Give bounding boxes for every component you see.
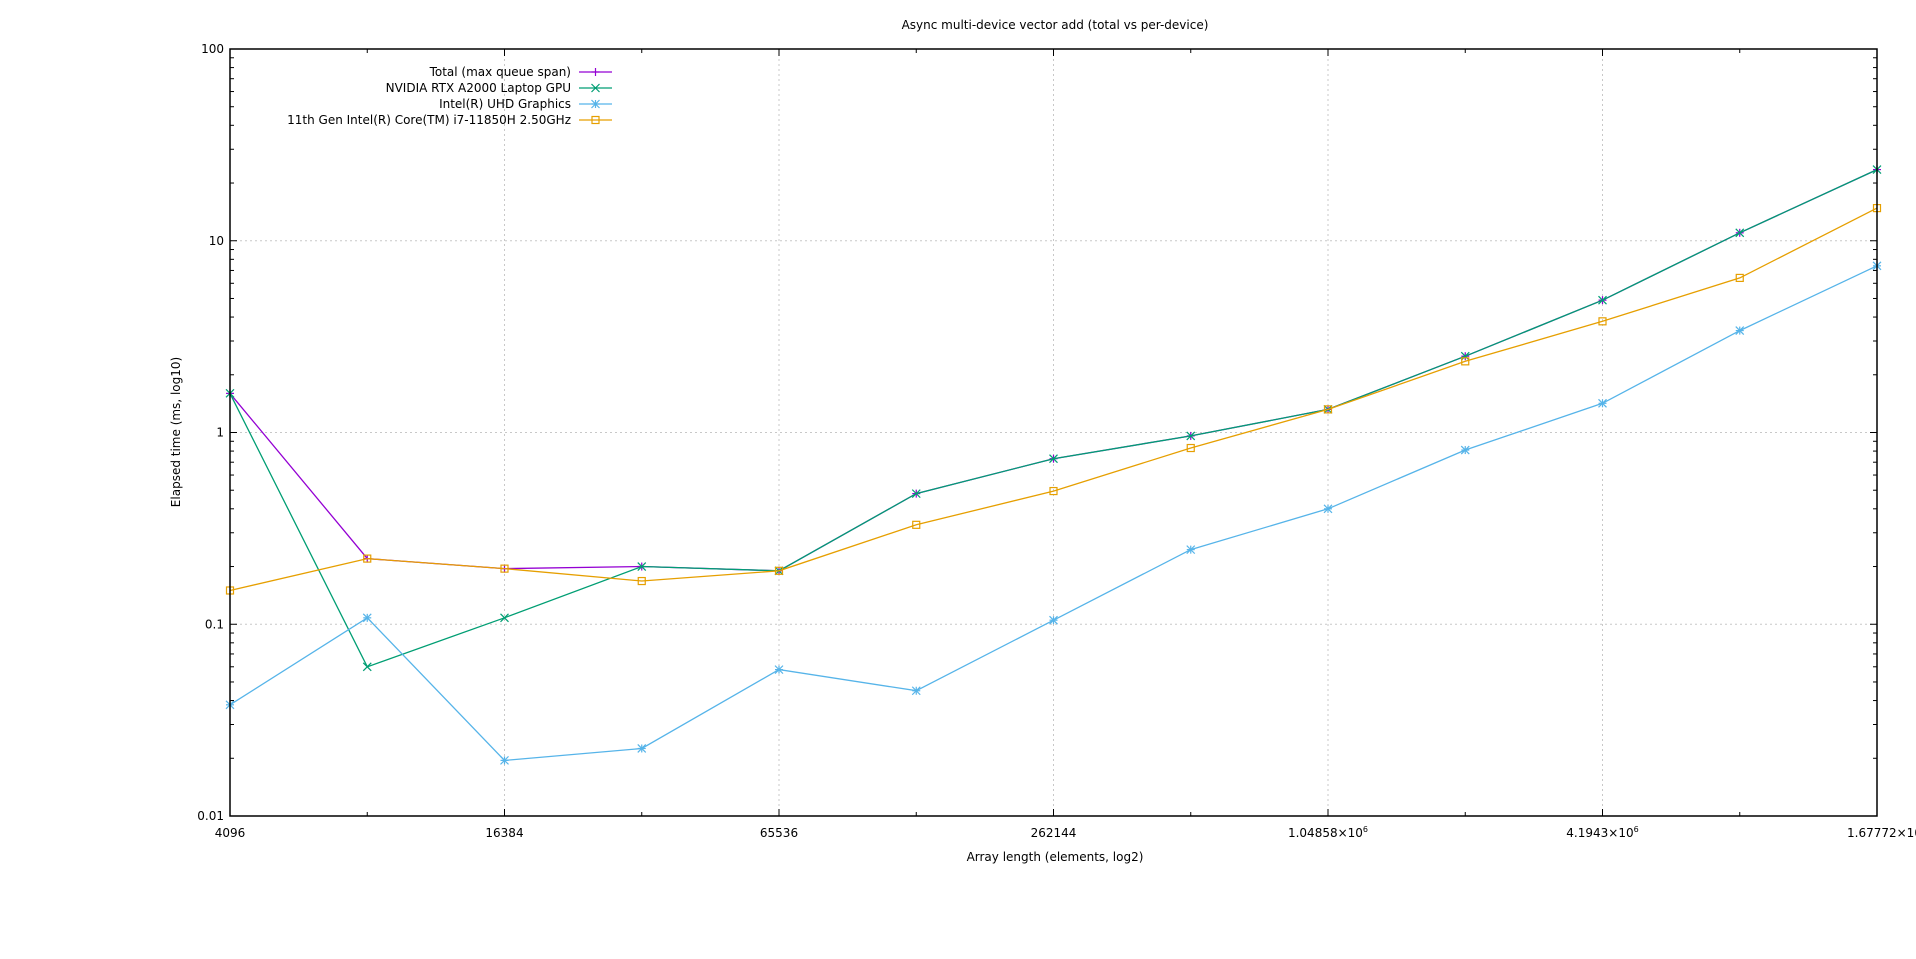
y-tick-label: 1: [216, 426, 224, 440]
data-point: [774, 566, 784, 575]
data-point: [1323, 405, 1333, 414]
chart-title: Async multi-device vector add (total vs …: [902, 18, 1209, 32]
x-tick-label: 16384: [485, 826, 523, 840]
y-tick-label: 0.01: [197, 809, 224, 823]
data-point: [774, 665, 784, 675]
series-line: [229, 207, 1878, 592]
data-point: [1186, 443, 1195, 453]
data-point: [362, 613, 372, 623]
data-point: [1049, 486, 1058, 496]
data-point: [1598, 398, 1607, 408]
data-point: [591, 115, 600, 125]
y-tick-label: 10: [209, 234, 224, 248]
legend-label: Total (max queue span): [429, 65, 571, 79]
data-point: [1186, 431, 1196, 441]
data-point: [637, 562, 647, 571]
data-point: [591, 99, 600, 109]
data-point: [911, 489, 921, 499]
data-point: [1186, 545, 1196, 555]
data-point: [1460, 445, 1470, 455]
data-point: [1049, 454, 1058, 464]
data-point: [1598, 295, 1607, 305]
data-point: [911, 686, 921, 696]
legend-label: 11th Gen Intel(R) Core(TM) i7-11850H 2.5…: [287, 113, 571, 127]
x-tick-label: 1.67772×107: [1847, 825, 1916, 840]
legend: Total (max queue span) NVIDIA RTX A2000 L…: [287, 65, 612, 127]
data-point: [1735, 228, 1745, 238]
data-point: [500, 564, 509, 573]
data-point: [912, 520, 921, 529]
data-point: [362, 662, 372, 672]
data-point: [1735, 273, 1744, 283]
y-tick-label: 0.1: [205, 617, 224, 631]
x-axis-label: Array length (elements, log2): [967, 850, 1144, 864]
x-tick-label: 4096: [215, 826, 246, 840]
data-point: [363, 554, 372, 563]
data-point: [1735, 326, 1745, 336]
x-tick-label: 4.1943×106: [1566, 825, 1638, 840]
data-point: [1049, 615, 1058, 625]
y-tick-label: 100: [201, 42, 224, 56]
data-point: [1461, 357, 1470, 366]
x-tick-label: 65536: [760, 826, 798, 840]
data-point: [591, 68, 600, 76]
data-point: [591, 83, 600, 93]
x-tick-label: 262144: [1031, 826, 1077, 840]
data-point: [637, 576, 646, 586]
data-point: [500, 755, 509, 765]
x-tick-label: 1.04858×106: [1288, 825, 1368, 840]
legend-label: NVIDIA RTX A2000 Laptop GPU: [386, 81, 571, 95]
data-point: [637, 744, 647, 753]
data-point: [1323, 504, 1333, 514]
plot-series: [225, 165, 1882, 765]
y-axis-label: Elapsed time (ms, log10): [169, 357, 183, 507]
axis-ticks: 4096 16384 65536 262144 1.04858×106 4.1943×10…: [197, 42, 1916, 840]
grid-lines: [230, 49, 1877, 816]
data-point: [500, 613, 509, 623]
legend-label: Intel(R) UHD Graphics: [439, 97, 571, 111]
data-point: [1598, 317, 1607, 326]
data-point: [1460, 351, 1470, 361]
